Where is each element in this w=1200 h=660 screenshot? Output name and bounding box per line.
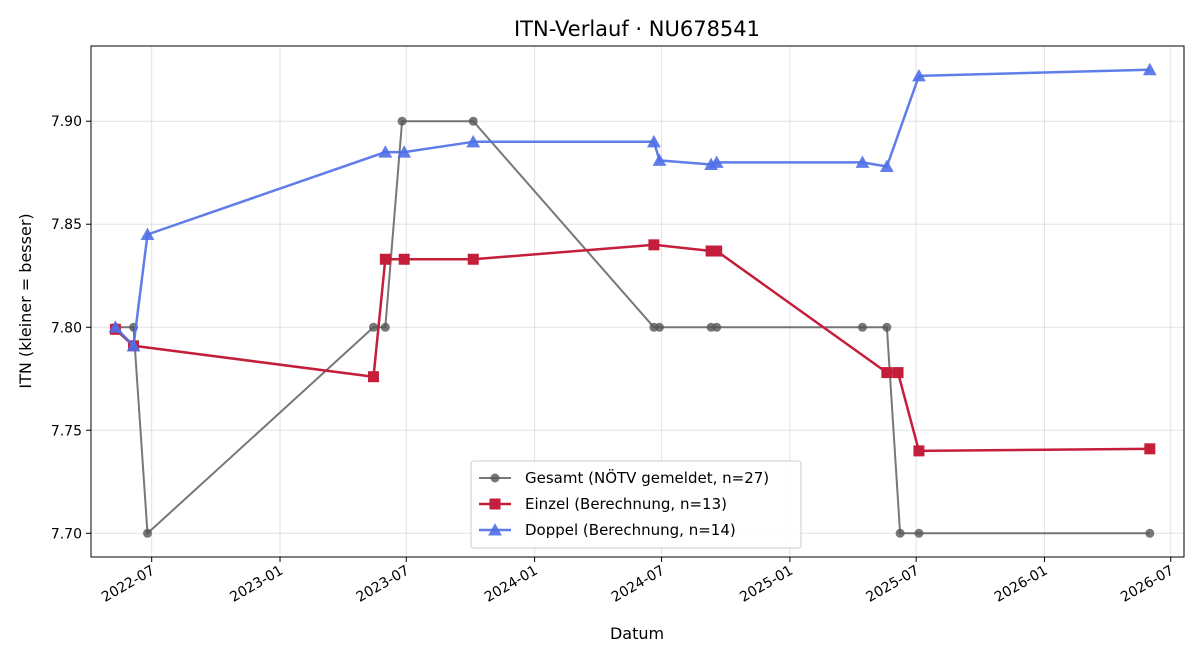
data-point xyxy=(913,445,925,457)
data-point xyxy=(378,145,393,158)
data-point xyxy=(857,322,867,332)
data-point xyxy=(379,253,391,265)
data-point xyxy=(712,322,722,332)
legend: Gesamt (NÖTV gemeldet, n=27) Einzel (Bere… xyxy=(470,460,802,549)
data-point xyxy=(467,253,479,265)
legend-marker xyxy=(489,498,501,510)
data-point xyxy=(892,367,904,379)
data-point xyxy=(1144,443,1156,455)
data-point xyxy=(1142,62,1157,76)
data-point xyxy=(648,239,660,251)
data-point xyxy=(468,116,478,126)
data-point xyxy=(108,320,123,333)
y-tick-label: 7.70 xyxy=(51,526,82,542)
data-point xyxy=(895,528,905,538)
series-layer xyxy=(108,62,1157,538)
data-point xyxy=(914,528,924,538)
series-line xyxy=(114,68,1150,348)
data-point xyxy=(709,155,724,168)
y-tick-label: 7.80 xyxy=(51,320,82,336)
data-point xyxy=(397,116,407,126)
data-point xyxy=(705,245,717,257)
legend-box xyxy=(470,460,802,549)
data-point xyxy=(654,322,664,332)
data-point xyxy=(652,153,667,166)
chart-title: ITN-Verlauf · NU678541 xyxy=(514,17,760,41)
y-tick-label: 7.85 xyxy=(51,217,82,233)
legend-label: Einzel (Berechnung, n=13) xyxy=(525,495,727,513)
data-point xyxy=(711,245,723,257)
series-triangle-group xyxy=(108,62,1157,352)
data-point xyxy=(126,338,141,352)
legend-marker xyxy=(490,473,500,483)
x-axis-label: Datum xyxy=(610,624,664,643)
data-point xyxy=(397,145,412,158)
y-tick-label: 7.75 xyxy=(51,423,82,439)
data-point xyxy=(140,227,155,241)
data-point xyxy=(881,367,893,379)
series-square-group xyxy=(109,239,1156,457)
y-axis-label: ITN (kleiner = besser) xyxy=(16,213,35,388)
data-point xyxy=(879,159,894,173)
legend-label: Doppel (Berechnung, n=14) xyxy=(525,521,736,539)
data-point xyxy=(466,134,481,148)
data-point xyxy=(646,134,661,148)
grid-layer xyxy=(91,46,1184,557)
data-point xyxy=(398,253,410,265)
data-point xyxy=(380,322,390,332)
plot-frame xyxy=(90,45,1185,558)
legend-marker xyxy=(488,523,502,536)
data-point xyxy=(1145,528,1155,538)
data-point xyxy=(882,322,892,332)
data-point xyxy=(367,371,379,383)
data-point xyxy=(368,322,378,332)
legend-label: Gesamt (NÖTV gemeldet, n=27) xyxy=(525,468,769,487)
data-point xyxy=(142,528,152,538)
y-tick-label: 7.90 xyxy=(51,114,82,130)
data-point xyxy=(912,68,926,82)
data-point xyxy=(855,155,870,168)
